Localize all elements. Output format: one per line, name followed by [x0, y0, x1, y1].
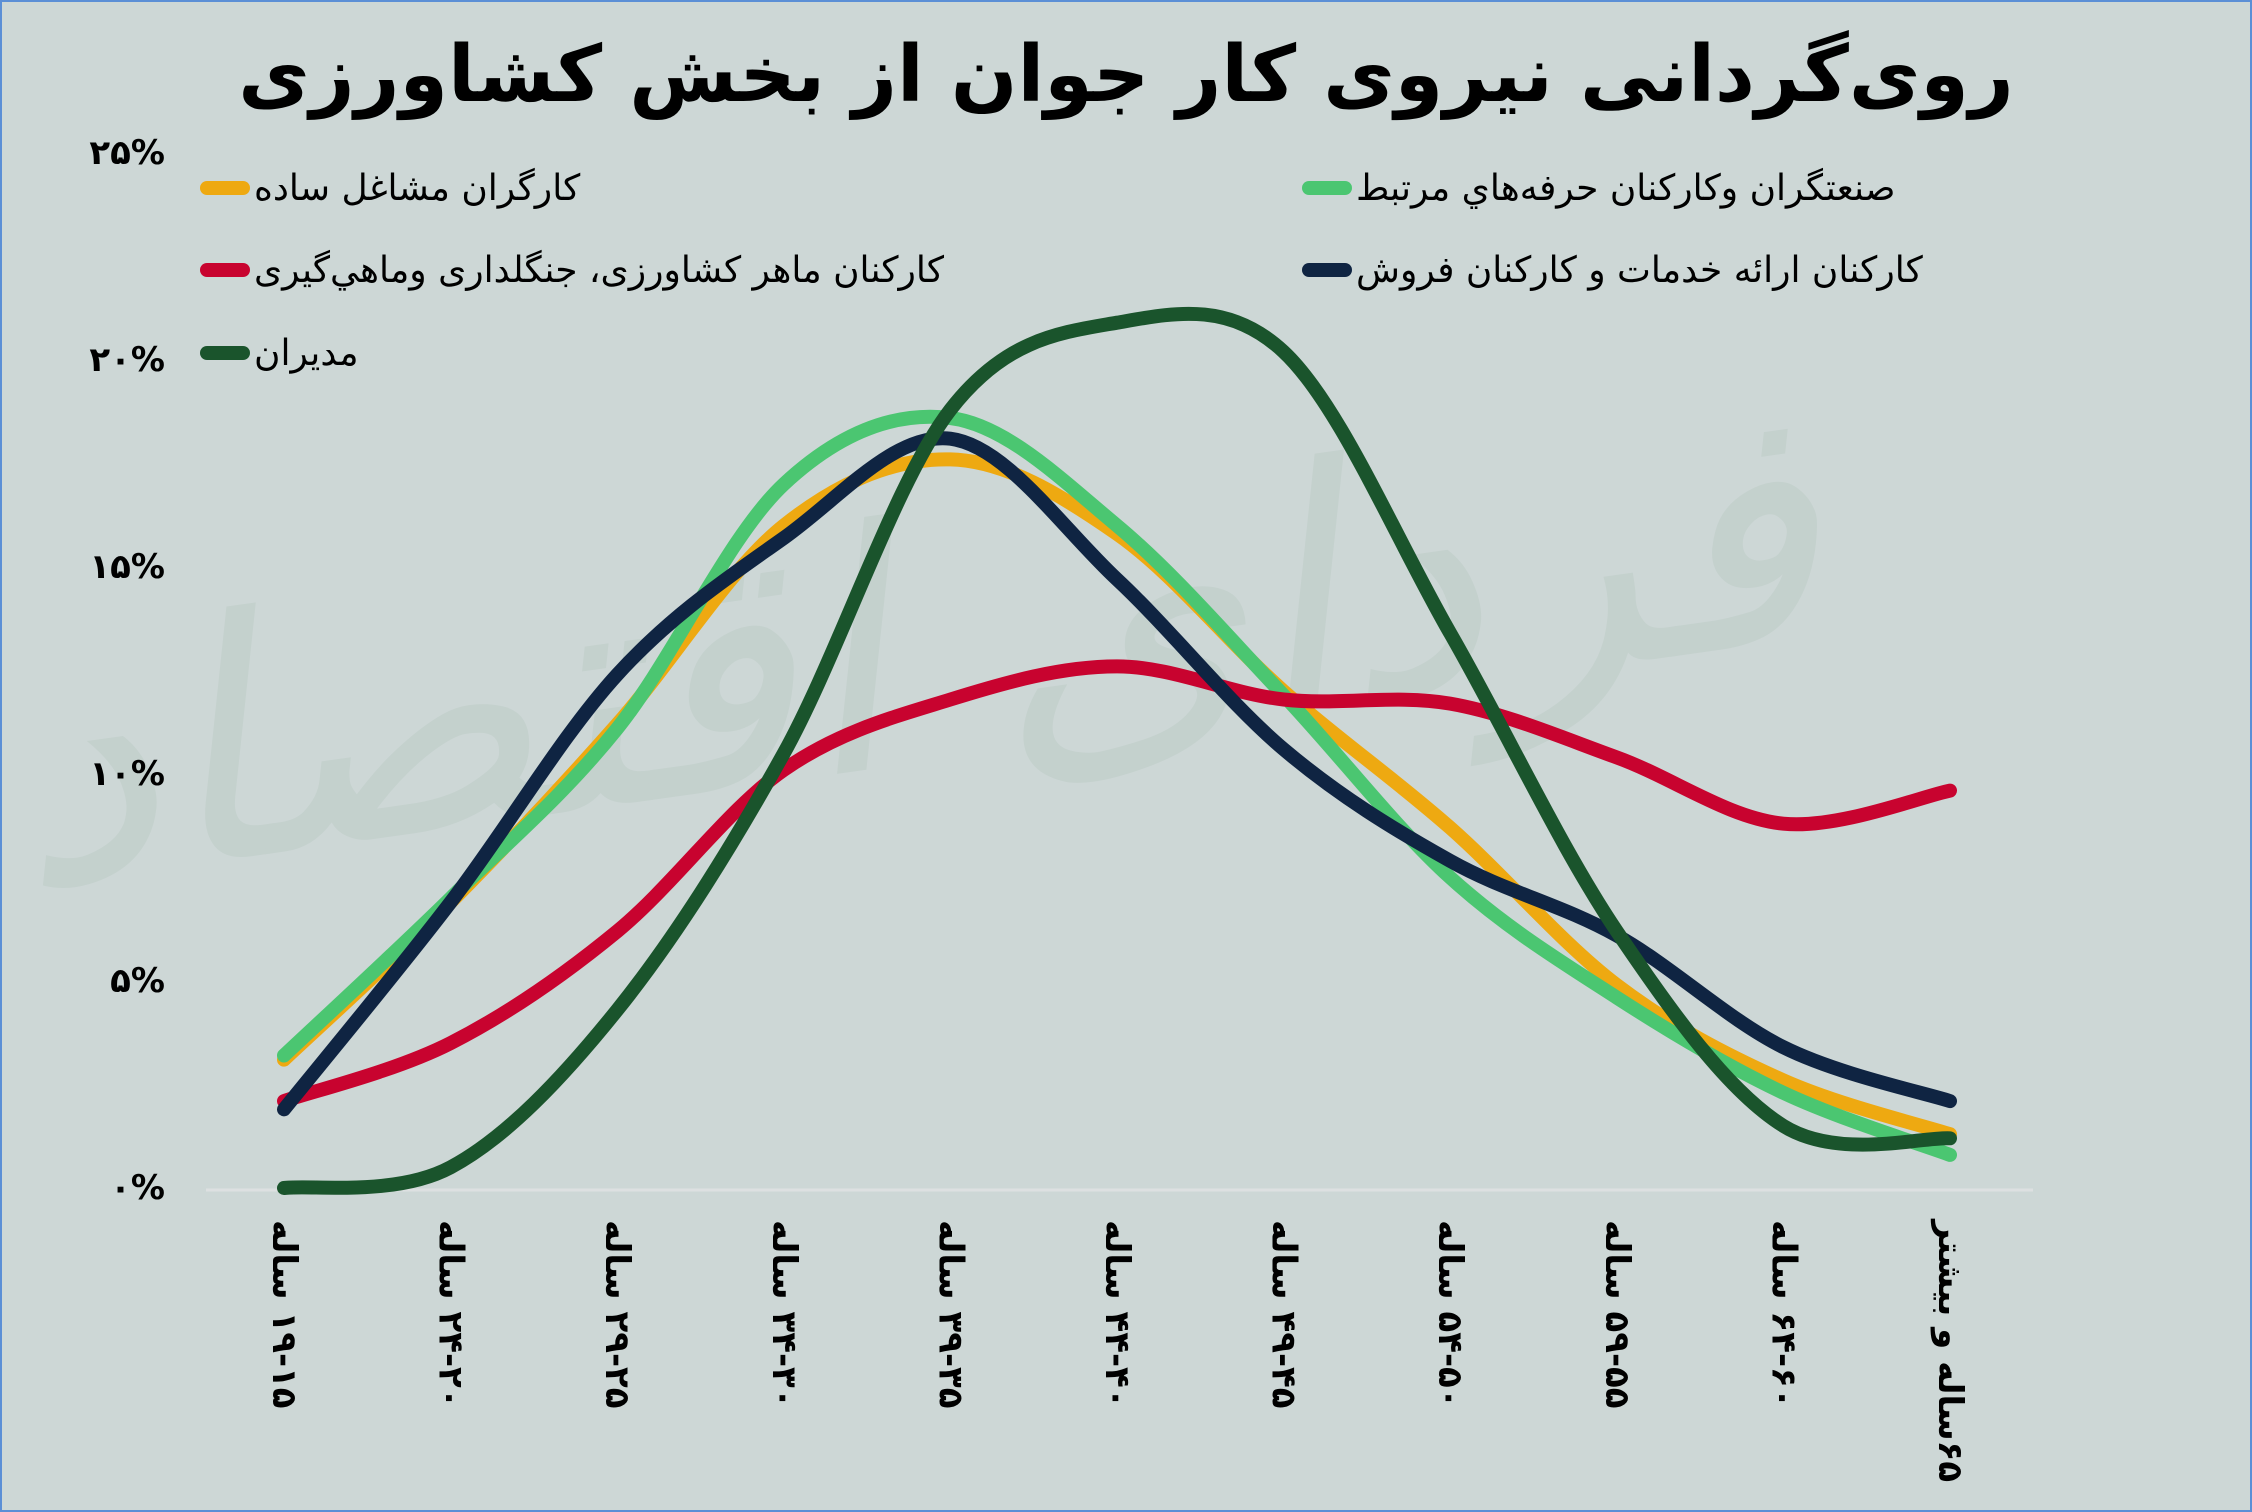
legend-item-skilled-agriculture: کارکنان ماهر کشاورزی، جنگلداری وماهي‌گیر…	[200, 245, 944, 295]
y-tick-5: ۵%	[110, 961, 165, 1001]
legend-label: صنعتگران وکارکنان حرفه‌هاي مرتبط	[1356, 167, 1896, 209]
legend-item-simple-workers: کارگران مشاغل ساده	[200, 163, 580, 213]
legend-swatch-light-green	[1302, 181, 1352, 195]
series-lines	[277, 306, 1957, 1195]
legend-item-service-sales: کارکنان ارائه خدمات و کارکنان فروش	[1302, 245, 1923, 295]
legend-swatch-red	[200, 263, 250, 277]
legend-swatch-navy	[1302, 263, 1352, 277]
legend-swatch-orange	[200, 181, 250, 195]
legend-item-craft-workers: صنعتگران وکارکنان حرفه‌هاي مرتبط	[1302, 163, 1895, 213]
legend-label: مدیران	[254, 332, 359, 374]
x-tick-label: ۶۴-۶۰ ساله	[1763, 1220, 1804, 1409]
y-tick-0: ۰%	[110, 1168, 165, 1208]
series-line-craft-workers	[277, 409, 1957, 1162]
x-tick-label: ۴۴-۴۰ ساله	[1097, 1220, 1137, 1409]
y-tick-15: ۱۵%	[89, 547, 165, 587]
legend-label: کارگران مشاغل ساده	[254, 167, 581, 209]
x-tick-label: ۶۵ساله و بیشتر	[1930, 1220, 1970, 1483]
y-tick-10: ۱۰%	[89, 754, 165, 794]
x-tick-label: ۳۹-۳۵ ساله	[930, 1220, 971, 1409]
series-line-skilled-agriculture	[277, 659, 1957, 1109]
legend-swatch-dark-green	[200, 346, 250, 360]
x-tick-label: ۱۹-۱۵ ساله	[264, 1220, 304, 1409]
legend-label: کارکنان ارائه خدمات و کارکنان فروش	[1356, 249, 1923, 291]
legend-label: کارکنان ماهر کشاورزی، جنگلداری وماهي‌گیر…	[254, 249, 944, 291]
x-tick-label: ۵۹-۵۵ ساله	[1596, 1220, 1637, 1409]
legend-item-managers: مدیران	[200, 328, 359, 378]
series-line-managers	[277, 306, 1957, 1195]
x-tick-label: ۳۴-۳۰ ساله	[763, 1220, 804, 1409]
x-tick-label: ۴۹-۴۵ ساله	[1263, 1220, 1304, 1409]
x-tick-label: ۵۴-۵۰ ساله	[1430, 1220, 1471, 1409]
x-tick-label: ۲۴-۲۰ ساله	[430, 1220, 471, 1409]
series-line-service-sales	[277, 431, 1957, 1117]
chart-title: روی‌گردانی نیروی کار جوان از بخش کشاورزی	[238, 30, 2014, 120]
y-tick-20: ۲۰%	[89, 340, 165, 380]
y-tick-25: ۲۵%	[89, 133, 165, 173]
x-tick-label: ۲۹-۲۵ ساله	[597, 1220, 638, 1409]
